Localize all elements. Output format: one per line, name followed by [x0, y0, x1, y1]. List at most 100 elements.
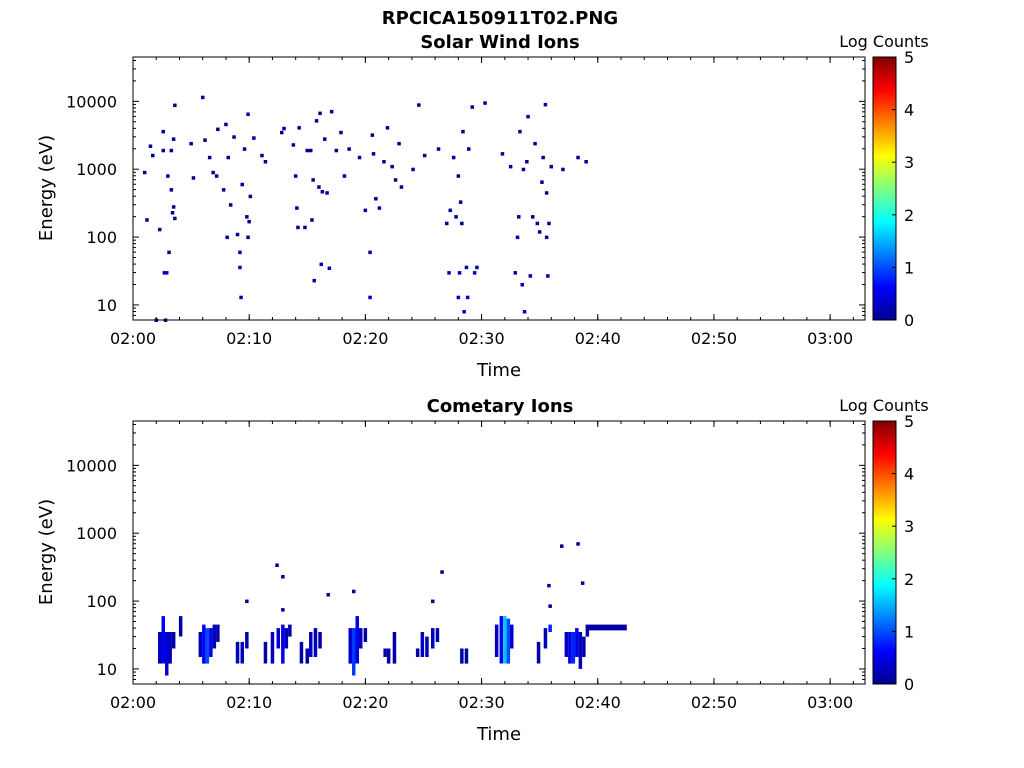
data-cell [260, 153, 264, 158]
data-cell [411, 167, 415, 172]
data-cell [191, 176, 196, 180]
data-column [564, 632, 569, 657]
data-cell [281, 608, 285, 612]
data-column [460, 648, 464, 664]
data-cell [317, 185, 321, 189]
data-column [270, 632, 275, 664]
data-column [171, 632, 176, 649]
data-cell [363, 208, 368, 213]
x-tick-label: 02:00 [110, 693, 156, 712]
data-cell [314, 119, 319, 123]
data-column [245, 632, 249, 649]
data-cell [528, 274, 533, 278]
data-cell [368, 250, 372, 255]
data-column [178, 616, 183, 637]
data-column [425, 636, 429, 657]
data-cell [462, 310, 466, 314]
data-column [578, 632, 583, 669]
data-column [240, 641, 244, 664]
data-column [165, 632, 169, 676]
data-column [494, 624, 499, 657]
colorbar-tick-label: 2 [904, 206, 914, 225]
colorbar-tick-label: 5 [904, 412, 914, 431]
data-cell [584, 160, 588, 164]
colorbar [872, 420, 897, 685]
data-cell [228, 203, 233, 207]
data-column [415, 648, 420, 657]
data-column [305, 648, 309, 664]
x-tick-label: 02:10 [226, 329, 272, 348]
x-tick-label: 02:30 [459, 329, 505, 348]
data-cell [312, 278, 316, 283]
data-cell [544, 235, 549, 240]
data-cell [295, 206, 299, 210]
colorbar-tick-label: 2 [904, 570, 914, 589]
data-cell [201, 95, 205, 100]
data-column [510, 624, 514, 649]
data-column [198, 632, 203, 657]
y-tick-label: 1000 [76, 160, 117, 179]
data-column [575, 628, 579, 657]
figure-title: RPCICA150911T02.PNG [382, 8, 618, 29]
data-cell [436, 147, 441, 151]
data-cell [347, 147, 351, 151]
plot-area [133, 421, 865, 684]
data-column [263, 641, 268, 664]
data-cell [454, 215, 458, 219]
colorbar-tick-label: 0 [904, 311, 914, 330]
y-tick-label: 100 [86, 228, 117, 247]
data-cell [522, 310, 527, 314]
data-cell [318, 111, 322, 116]
data-cell [399, 185, 404, 189]
data-cell [500, 152, 505, 156]
data-cell [374, 197, 378, 201]
data-cell [280, 130, 284, 135]
data-cell [296, 225, 300, 230]
data-cell [320, 190, 325, 194]
data-cell [162, 271, 167, 275]
data-cell [334, 148, 339, 153]
data-cell [235, 232, 240, 237]
data-cell [211, 170, 215, 175]
data-marks [158, 542, 627, 676]
data-cell [245, 215, 249, 219]
data-cell [385, 126, 390, 130]
data-cell [533, 141, 537, 146]
data-cell [515, 235, 520, 240]
data-cell [252, 136, 256, 140]
colorbar-tick-label: 4 [904, 465, 914, 484]
data-cell [548, 604, 552, 608]
data-cell [303, 225, 307, 230]
data-cell [513, 271, 517, 275]
data-column [585, 624, 590, 637]
colorbar-tick-label: 3 [904, 153, 914, 172]
data-column [582, 636, 586, 657]
colorbar-ticks: 0 1 2 3 4 5 [892, 48, 914, 330]
data-cell [224, 122, 228, 127]
data-column [499, 616, 504, 664]
data-cell [242, 147, 247, 151]
colorbar-tick-label: 1 [904, 622, 914, 641]
data-column [276, 628, 280, 649]
x-tick-label: 03:00 [807, 329, 853, 348]
data-cell [576, 542, 580, 546]
data-cell [158, 227, 162, 232]
data-band [588, 624, 627, 631]
data-column [420, 632, 425, 657]
data-cell [216, 127, 220, 132]
data-cell [225, 235, 229, 240]
data-cell [393, 178, 398, 182]
colorbar-tick-label: 4 [904, 101, 914, 120]
colorbar-ticks: 0 1 2 3 4 5 [892, 412, 914, 694]
data-cell [311, 178, 315, 182]
y-axis-label: Energy (eV) [36, 135, 57, 241]
data-cell [382, 160, 386, 164]
data-cell [282, 126, 286, 131]
data-cell [145, 218, 149, 222]
data-column [209, 628, 213, 657]
data-cell [170, 211, 175, 215]
data-column [158, 632, 162, 664]
data-column [568, 632, 572, 664]
data-cell [518, 129, 522, 134]
